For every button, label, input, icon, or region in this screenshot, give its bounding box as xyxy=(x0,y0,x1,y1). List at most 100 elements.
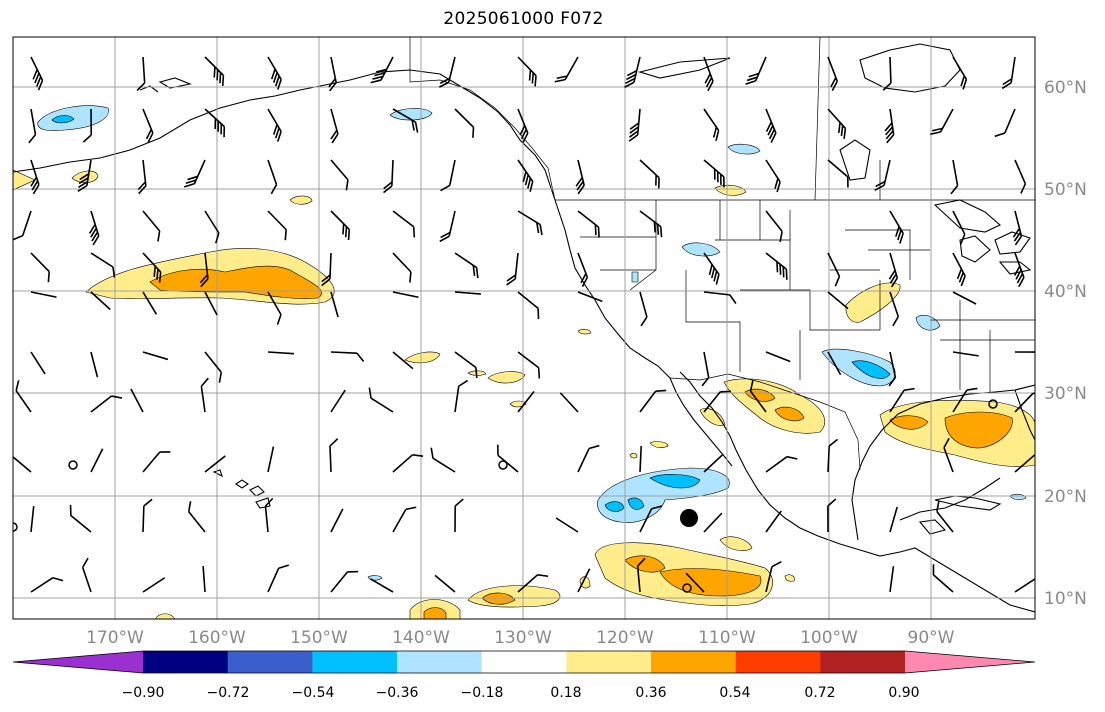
wind-barb xyxy=(517,390,535,413)
colorbar-tick-labels: −0.90 −0.72 −0.54 −0.36 −0.18 0.18 0.36 … xyxy=(122,685,920,701)
wind-barb xyxy=(745,56,767,85)
wind-barb xyxy=(370,578,394,593)
lon-label: 140°W xyxy=(392,628,450,648)
wind-barb xyxy=(703,159,725,188)
calm-circle xyxy=(68,460,78,470)
wind-barb xyxy=(330,389,346,413)
wind-barb xyxy=(765,455,798,473)
wind-barb xyxy=(202,566,206,593)
wind-barb xyxy=(639,505,663,533)
wind-barb xyxy=(1014,454,1035,473)
wind-barb xyxy=(392,291,419,299)
wind-barb xyxy=(506,252,519,286)
wind-barb xyxy=(765,252,788,280)
wind-barb xyxy=(496,444,519,473)
wind-barb xyxy=(199,252,209,288)
wind-barb xyxy=(30,506,35,533)
colorbar: −0.90 −0.72 −0.54 −0.36 −0.18 0.18 0.36 … xyxy=(12,650,1036,701)
wind-barb xyxy=(628,108,641,142)
wind-barb xyxy=(703,453,724,473)
positive-anomaly-region xyxy=(784,574,795,582)
calm-markers xyxy=(13,399,998,593)
wind-barb xyxy=(30,351,46,375)
wind-barb xyxy=(328,56,337,92)
wind-barb xyxy=(827,438,839,473)
wind-barb xyxy=(703,390,732,413)
wind-barb xyxy=(440,159,456,192)
wind-barb xyxy=(142,108,154,143)
wind-barb xyxy=(204,56,225,87)
negative-anomaly-region xyxy=(681,242,721,257)
positive-anomaly-core xyxy=(423,607,447,619)
wind-barb xyxy=(1013,252,1025,288)
lat-label: 60°N xyxy=(1044,78,1087,98)
wind-barb xyxy=(368,387,394,413)
lat-label: 10°N xyxy=(1044,589,1087,609)
map-border xyxy=(12,36,1036,620)
wind-barb xyxy=(1014,577,1035,593)
wind-barb xyxy=(267,291,282,325)
wind-barb xyxy=(454,351,478,379)
wind-barb xyxy=(952,210,966,245)
wind-barb xyxy=(383,159,394,194)
wind-barb xyxy=(827,498,837,533)
wind-barb xyxy=(321,252,332,287)
wind-barb xyxy=(765,561,782,593)
wind-barb xyxy=(639,159,660,189)
wind-barb xyxy=(703,108,720,141)
negative-anomaly-region xyxy=(367,575,383,581)
wind-barb xyxy=(882,56,892,91)
colorbar-tick-label: −0.90 xyxy=(122,685,165,701)
wind-barb xyxy=(90,351,99,378)
positive-anomaly-region xyxy=(714,184,747,196)
wind-barb xyxy=(765,108,777,143)
wind-barb xyxy=(137,159,147,195)
wind-barb xyxy=(370,56,394,84)
wind-barb xyxy=(577,252,589,288)
wind-barb xyxy=(90,448,104,473)
wind-barb xyxy=(330,108,339,144)
positive-anomaly-core xyxy=(149,265,322,299)
wind-barb xyxy=(577,291,603,303)
wind-barb xyxy=(267,351,294,355)
negative-anomaly-region xyxy=(915,314,941,331)
wind-barb xyxy=(430,447,456,473)
positive-anomaly-region xyxy=(13,169,36,191)
colorbar-tick-label: −0.18 xyxy=(461,685,504,701)
positive-anomaly-region xyxy=(719,536,753,551)
lat-label: 50°N xyxy=(1044,180,1087,200)
wind-barb xyxy=(874,159,891,192)
wind-barb xyxy=(204,210,220,244)
wind-barb xyxy=(142,291,158,315)
wind-barb xyxy=(200,377,209,413)
colorbar-tick-label: −0.36 xyxy=(376,685,419,701)
colorbar-tick-label: −0.72 xyxy=(207,685,250,701)
wind-barb xyxy=(952,291,977,305)
colorbar-extend-high xyxy=(905,651,1035,673)
wind-barb xyxy=(204,108,226,138)
wind-barb xyxy=(30,576,64,593)
wind-barb xyxy=(392,454,424,473)
wind-barb xyxy=(82,108,93,143)
positive-anomaly-region xyxy=(487,371,526,384)
lon-label: 100°W xyxy=(800,628,858,648)
wind-barb xyxy=(517,159,534,192)
wind-barb xyxy=(267,446,275,473)
wind-barb xyxy=(685,572,705,593)
colorbar-tick-label: 0.90 xyxy=(888,685,919,701)
wind-barb xyxy=(703,512,723,533)
wind-barb xyxy=(559,392,579,413)
wind-barb xyxy=(330,210,351,241)
wind-barb xyxy=(575,159,585,195)
positive-anomaly-region xyxy=(509,400,527,408)
colorbar-extend-low xyxy=(13,651,143,673)
coastlines xyxy=(13,43,1035,613)
colorbar-segment xyxy=(312,651,398,673)
calm-circle xyxy=(682,583,692,593)
wind-barb xyxy=(765,159,781,193)
positive-anomaly-core xyxy=(889,415,929,430)
wind-barb xyxy=(994,108,1016,138)
wind-barb xyxy=(930,108,954,136)
storm-center-marker xyxy=(680,509,698,527)
wind-barb xyxy=(142,577,166,593)
